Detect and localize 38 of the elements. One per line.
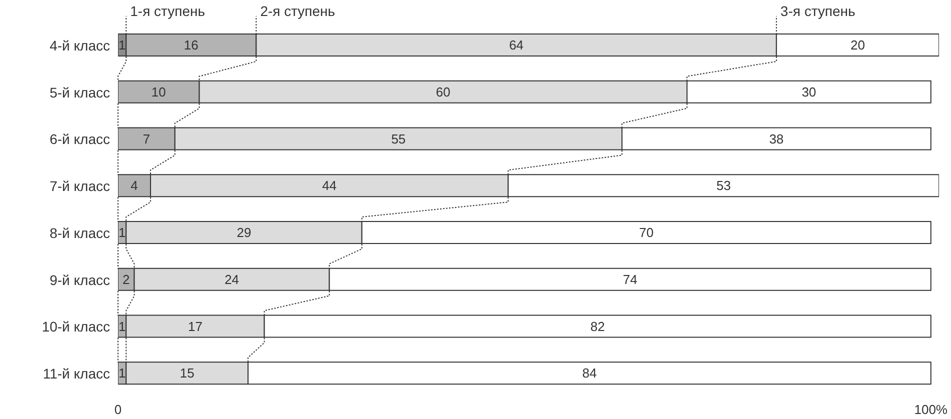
data-label: 4 xyxy=(130,178,138,194)
data-label: 70 xyxy=(639,225,654,240)
data-label: 60 xyxy=(436,84,450,100)
data-label: 38 xyxy=(769,131,784,146)
y-tick-label: 9-й класс xyxy=(50,272,110,288)
data-label: 20 xyxy=(850,38,865,53)
y-tick-label: 7-й класс xyxy=(50,178,110,194)
data-label: 44 xyxy=(322,178,337,194)
y-tick-label: 11-й класс xyxy=(42,366,110,382)
y-tick-label: 10-й класс xyxy=(42,318,110,335)
x-tick-label: 0 xyxy=(114,402,122,418)
data-label: 15 xyxy=(180,366,194,381)
y-tick-label: 5-й класс xyxy=(50,84,110,100)
x-tick-label: 100% xyxy=(914,402,948,418)
data-label: 53 xyxy=(716,178,731,194)
data-label: 2 xyxy=(122,272,130,287)
data-label: 1 xyxy=(118,318,126,334)
data-label: 7 xyxy=(142,131,150,146)
data-label: 10 xyxy=(151,84,166,100)
data-label: 64 xyxy=(509,38,524,53)
annotation: 3-я ступень xyxy=(780,3,856,19)
y-tick-label: 8-й класс xyxy=(50,224,110,241)
data-label: 84 xyxy=(582,366,597,381)
annotation: 2-я ступень xyxy=(260,3,336,19)
y-tick-label: 4-й класс xyxy=(50,37,110,54)
data-label: 1 xyxy=(118,366,126,381)
data-label: 17 xyxy=(188,318,202,334)
data-label: 1 xyxy=(118,225,126,240)
data-label: 29 xyxy=(236,225,252,240)
annotation: 1-я ступень xyxy=(130,3,206,19)
data-label: 82 xyxy=(590,318,605,334)
data-label: 16 xyxy=(184,38,198,53)
y-tick-label: 6-й класс xyxy=(50,131,110,148)
data-label: 74 xyxy=(622,272,638,287)
data-label: 1 xyxy=(118,38,126,53)
data-label: 24 xyxy=(224,272,240,287)
data-label: 30 xyxy=(802,84,816,100)
data-label: 55 xyxy=(391,131,406,146)
